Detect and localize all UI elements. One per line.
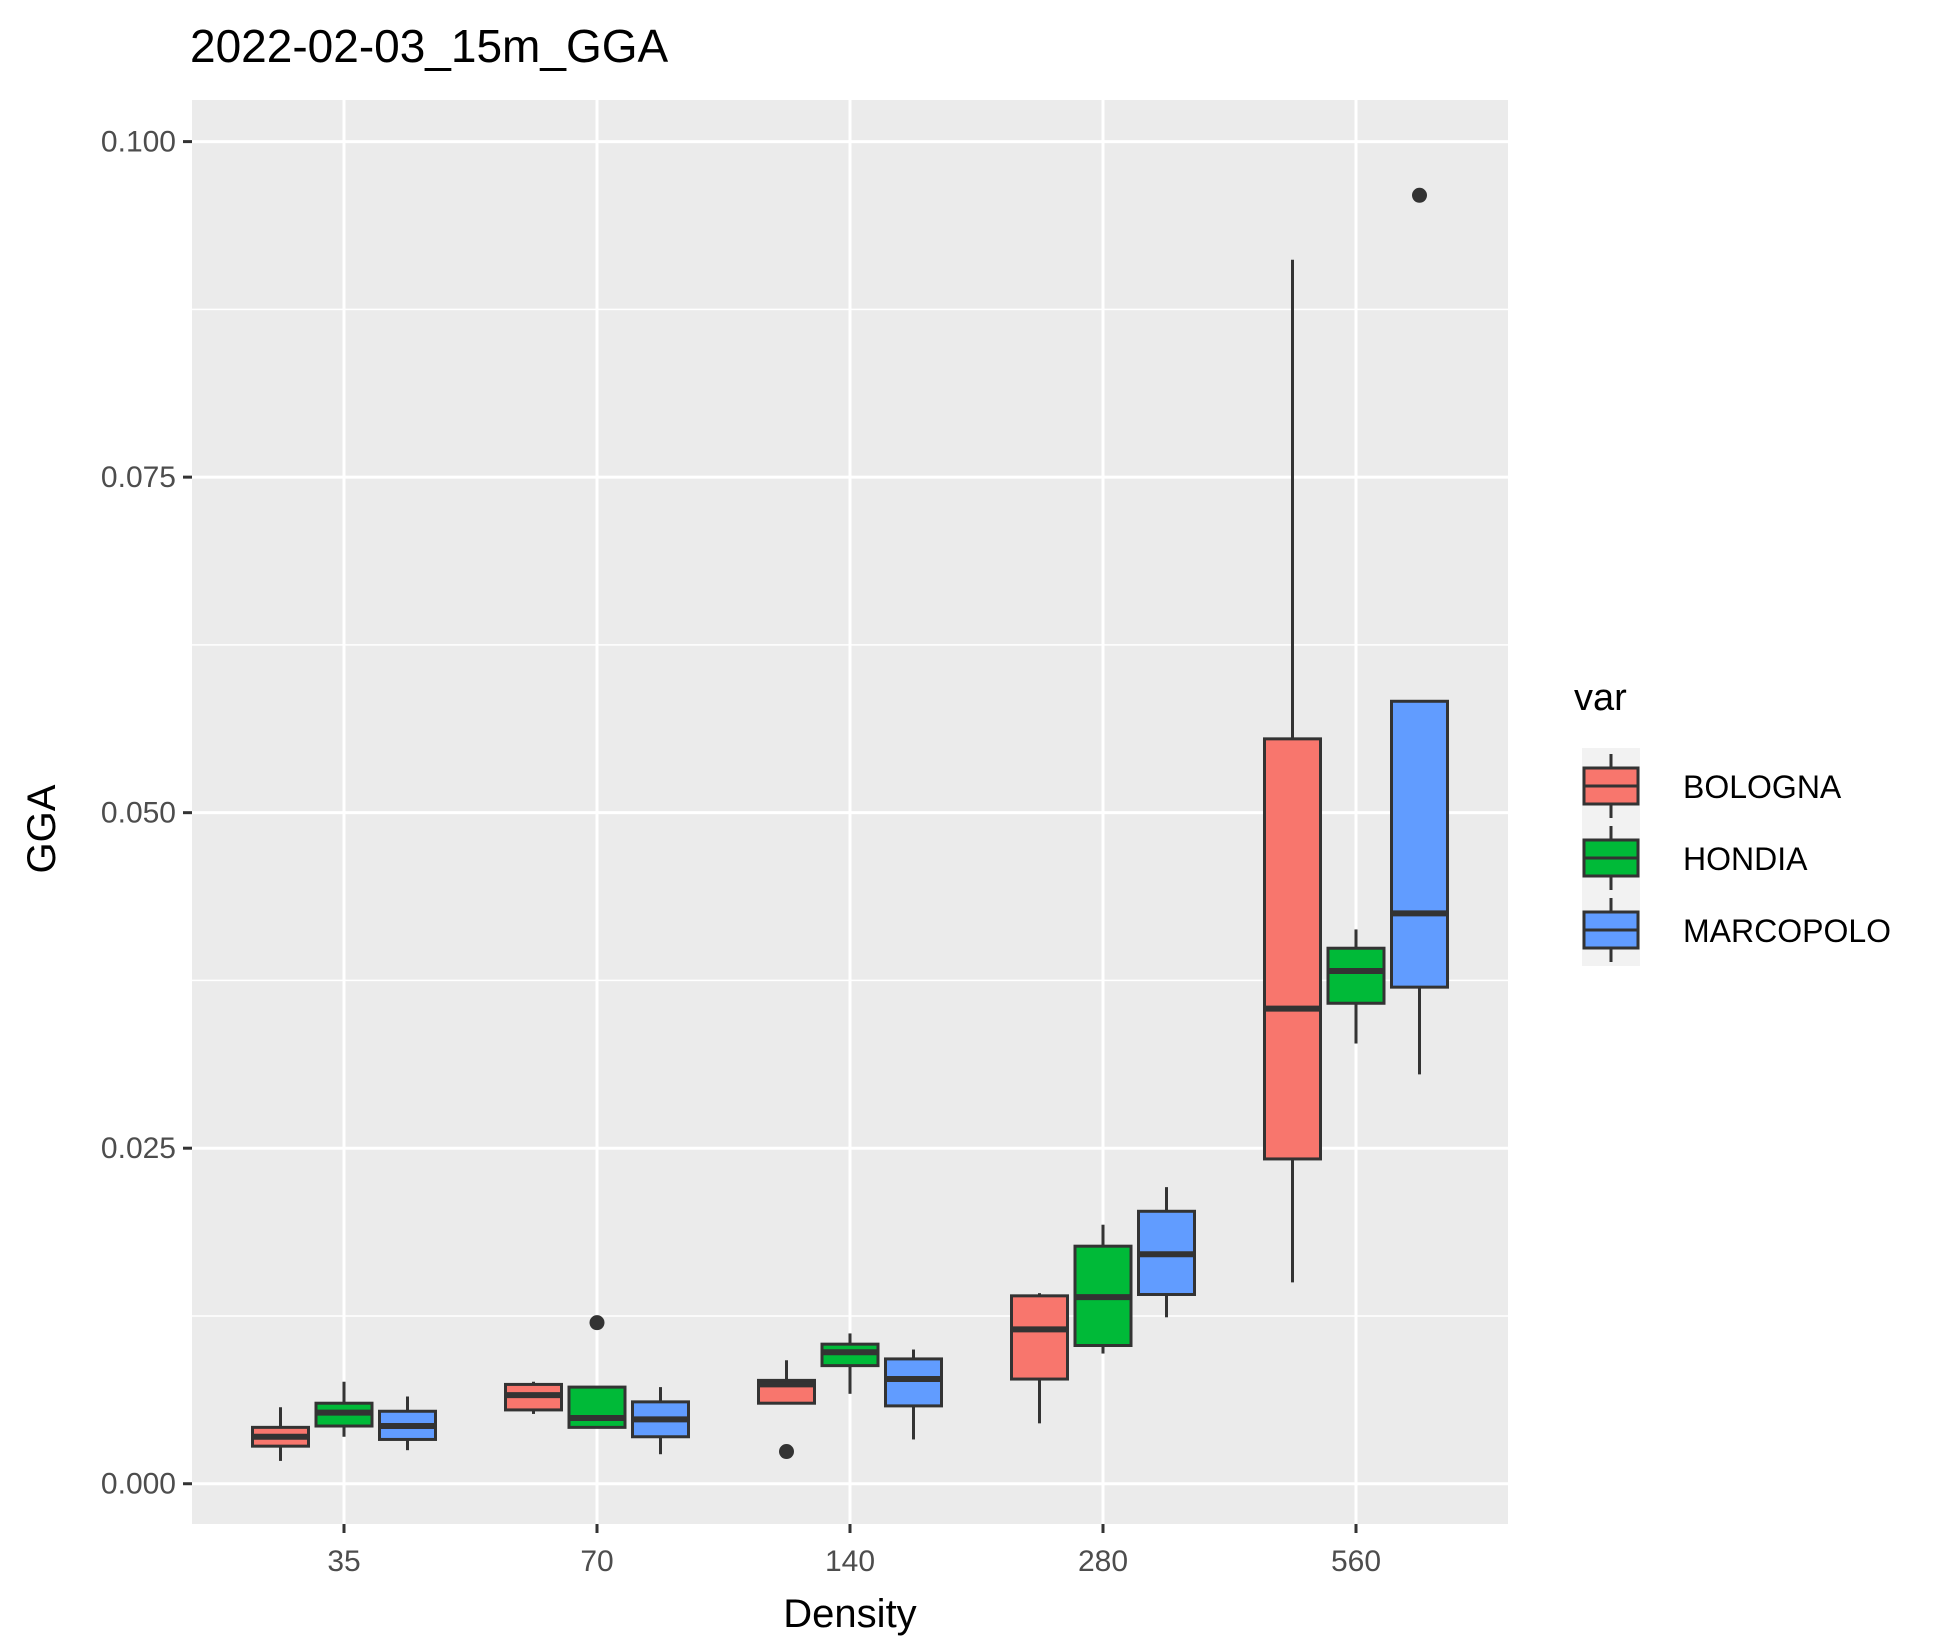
- box-marcopolo-35: [378, 1396, 437, 1451]
- box-hondia-70: [567, 1315, 627, 1429]
- legend-label: MARCOPOLO: [1683, 913, 1891, 949]
- legend-label: HONDIA: [1683, 841, 1808, 877]
- chart-title: 2022-02-03_15m_GGA: [190, 20, 669, 72]
- legend-item-marcopolo: MARCOPOLO: [1582, 898, 1891, 962]
- box-hondia-140: [820, 1333, 880, 1394]
- box-bologna-560: [1263, 259, 1322, 1283]
- box-bologna-70: [504, 1381, 563, 1414]
- x-axis-title: Density: [783, 1592, 916, 1636]
- box-marcopolo-280: [1137, 1187, 1196, 1318]
- box-iqr: [884, 1357, 943, 1408]
- x-tick-label: 560: [1331, 1545, 1381, 1578]
- y-tick-label: 0.075: [101, 461, 176, 494]
- y-axis-title: GGA: [20, 784, 64, 873]
- y-tick-label: 0.050: [101, 797, 176, 830]
- y-tick-label: 0.100: [101, 126, 176, 159]
- legend-title: var: [1574, 677, 1627, 719]
- y-tick-label: 0.000: [101, 1468, 176, 1501]
- x-tick-label: 280: [1078, 1545, 1128, 1578]
- x-tick-label: 70: [580, 1545, 613, 1578]
- legend: var BOLOGNA HONDIA MARCOPOLO: [1574, 677, 1891, 966]
- box-iqr: [567, 1385, 627, 1429]
- axes: 0.000 0.025 0.050 0.075 0.100 35 70 140 280 560: [101, 126, 1381, 1578]
- box-hondia-35: [314, 1381, 374, 1437]
- box-layer: [251, 187, 1449, 1461]
- outlier-point: [1412, 187, 1427, 203]
- legend-item-hondia: HONDIA: [1582, 826, 1808, 890]
- x-tick-label: 35: [327, 1545, 360, 1578]
- box-iqr: [1263, 737, 1322, 1161]
- box-iqr: [1010, 1294, 1069, 1381]
- legend-label: BOLOGNA: [1683, 769, 1842, 805]
- box-marcopolo-140: [884, 1349, 943, 1440]
- box-bologna-140: [757, 1360, 816, 1460]
- box-bologna-280: [1010, 1293, 1069, 1424]
- x-tick-label: 140: [825, 1545, 875, 1578]
- box-hondia-560: [1326, 929, 1386, 1044]
- box-iqr: [1390, 699, 1449, 989]
- outlier-point: [779, 1444, 794, 1460]
- box-marcopolo-560: [1390, 187, 1449, 1075]
- box-hondia-280: [1073, 1224, 1133, 1354]
- outlier-point: [589, 1315, 605, 1331]
- y-tick-label: 0.025: [101, 1132, 176, 1165]
- box-bologna-35: [251, 1407, 310, 1461]
- box-marcopolo-70: [631, 1387, 690, 1455]
- box-iqr: [1326, 946, 1386, 1005]
- legend-item-bologna: BOLOGNA: [1582, 754, 1842, 818]
